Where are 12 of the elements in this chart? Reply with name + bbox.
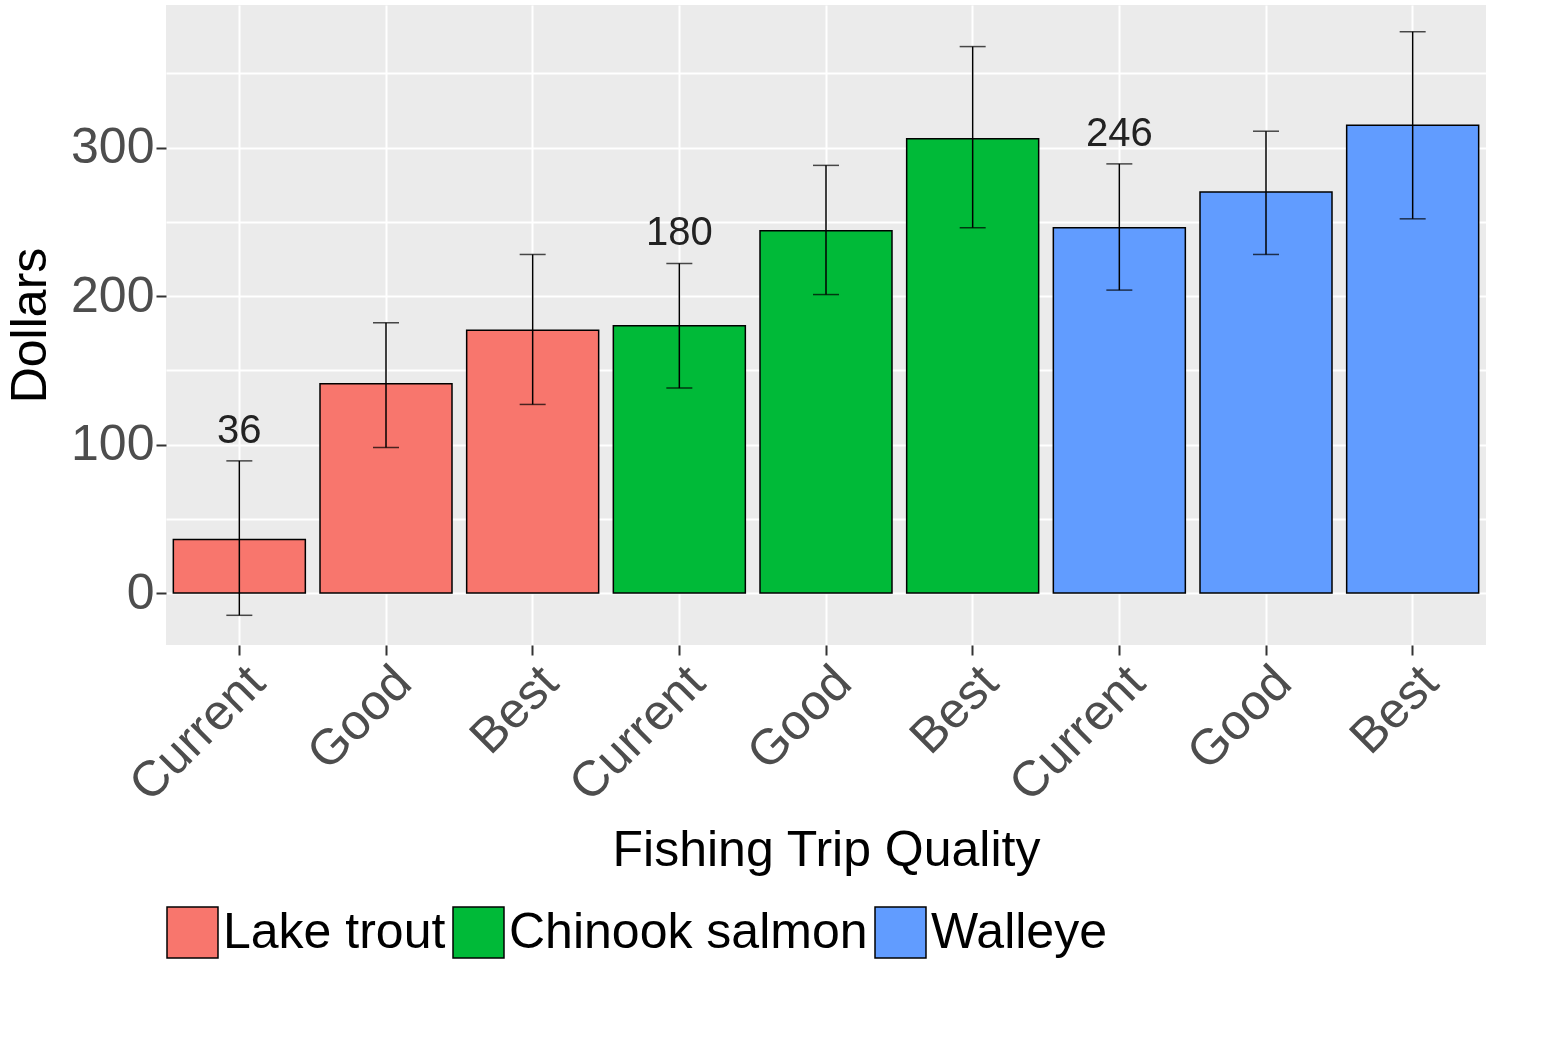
data-label: 36 [217,406,262,451]
y-tick-label: 0 [126,563,155,620]
data-label: 246 [1085,109,1153,154]
y-tick-label: 300 [71,118,155,175]
y-tick-label: 200 [71,266,155,323]
x-axis-title: Fishing Trip Quality [612,820,1041,877]
legend-label: Walleye [931,902,1107,959]
legend-label: Chinook salmon [509,902,868,959]
y-tick-label: 100 [71,415,155,472]
y-axis-title: Dollars [1,247,58,404]
data-label: 180 [645,209,713,254]
legend-label: Lake trout [223,902,446,959]
